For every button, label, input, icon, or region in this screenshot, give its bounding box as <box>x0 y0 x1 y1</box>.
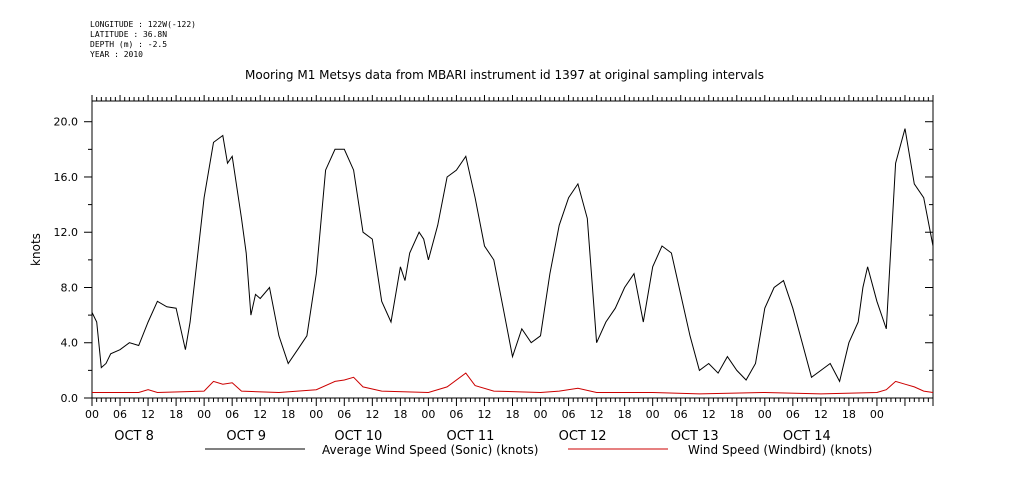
x-tick-label: 18 <box>393 408 407 421</box>
x-tick-label: 00 <box>309 408 323 421</box>
x-tick-label: 12 <box>365 408 379 421</box>
plot-frame <box>91 100 934 399</box>
x-tick-label: 12 <box>141 408 155 421</box>
y-axis-label: knots <box>29 233 43 266</box>
series-line-1 <box>91 128 934 383</box>
x-day-label: OCT 12 <box>559 429 607 444</box>
y-tick-label: 12.0 <box>54 226 79 239</box>
x-tick-label: 06 <box>786 408 800 421</box>
x-tick-label: 18 <box>281 408 295 421</box>
x-tick-label: 00 <box>870 408 884 421</box>
chart-title: Mooring M1 Metsys data from MBARI instru… <box>245 68 764 82</box>
x-tick-label: 18 <box>169 408 183 421</box>
x-tick-label: 00 <box>758 408 772 421</box>
x-tick-label: 12 <box>702 408 716 421</box>
x-day-label: OCT 11 <box>446 429 494 444</box>
x-tick-label: 00 <box>534 408 548 421</box>
x-tick-label: 18 <box>730 408 744 421</box>
metadata-block: LONGITUDE : 122W(-122) LATITUDE : 36.8N … <box>90 20 196 60</box>
x-tick-label: 18 <box>618 408 632 421</box>
y-tick-label: 20.0 <box>54 116 79 129</box>
x-day-label: OCT 9 <box>226 429 266 444</box>
x-day-label: OCT 10 <box>334 429 382 444</box>
x-tick-label: 06 <box>562 408 576 421</box>
x-tick-label: 00 <box>85 408 99 421</box>
x-tick-label: 06 <box>449 408 463 421</box>
x-tick-label: 06 <box>225 408 239 421</box>
legend-label-sonic: Average Wind Speed (Sonic) (knots) <box>322 443 538 457</box>
x-tick-label: 18 <box>506 408 520 421</box>
x-day-label: OCT 13 <box>671 429 719 444</box>
x-tick-label: 00 <box>197 408 211 421</box>
x-tick-label: 00 <box>646 408 660 421</box>
x-tick-label: 18 <box>842 408 856 421</box>
legend-label-windbird: Wind Speed (Windbird) (knots) <box>688 443 872 457</box>
x-tick-label: 06 <box>674 408 688 421</box>
meta-longitude: LONGITUDE : 122W(-122) <box>90 20 196 29</box>
meta-year: YEAR : 2010 <box>90 50 143 59</box>
x-tick-label: 00 <box>421 408 435 421</box>
y-tick-label: 4.0 <box>61 337 79 350</box>
meta-depth: DEPTH (m) : -2.5 <box>90 40 168 49</box>
x-tick-label: 06 <box>337 408 351 421</box>
x-day-label: OCT 8 <box>114 429 154 444</box>
x-day-label: OCT 14 <box>783 429 831 444</box>
x-tick-label: 12 <box>477 408 491 421</box>
y-tick-label: 0.0 <box>61 392 79 405</box>
y-tick-label: 16.0 <box>54 171 79 184</box>
series-line-2 <box>92 372 934 395</box>
x-tick-label: 12 <box>814 408 828 421</box>
x-tick-label: 12 <box>590 408 604 421</box>
meta-latitude: LATITUDE : 36.8N <box>90 30 168 39</box>
x-tick-label: 06 <box>113 408 127 421</box>
x-tick-label: 12 <box>253 408 267 421</box>
y-tick-label: 8.0 <box>61 281 79 294</box>
